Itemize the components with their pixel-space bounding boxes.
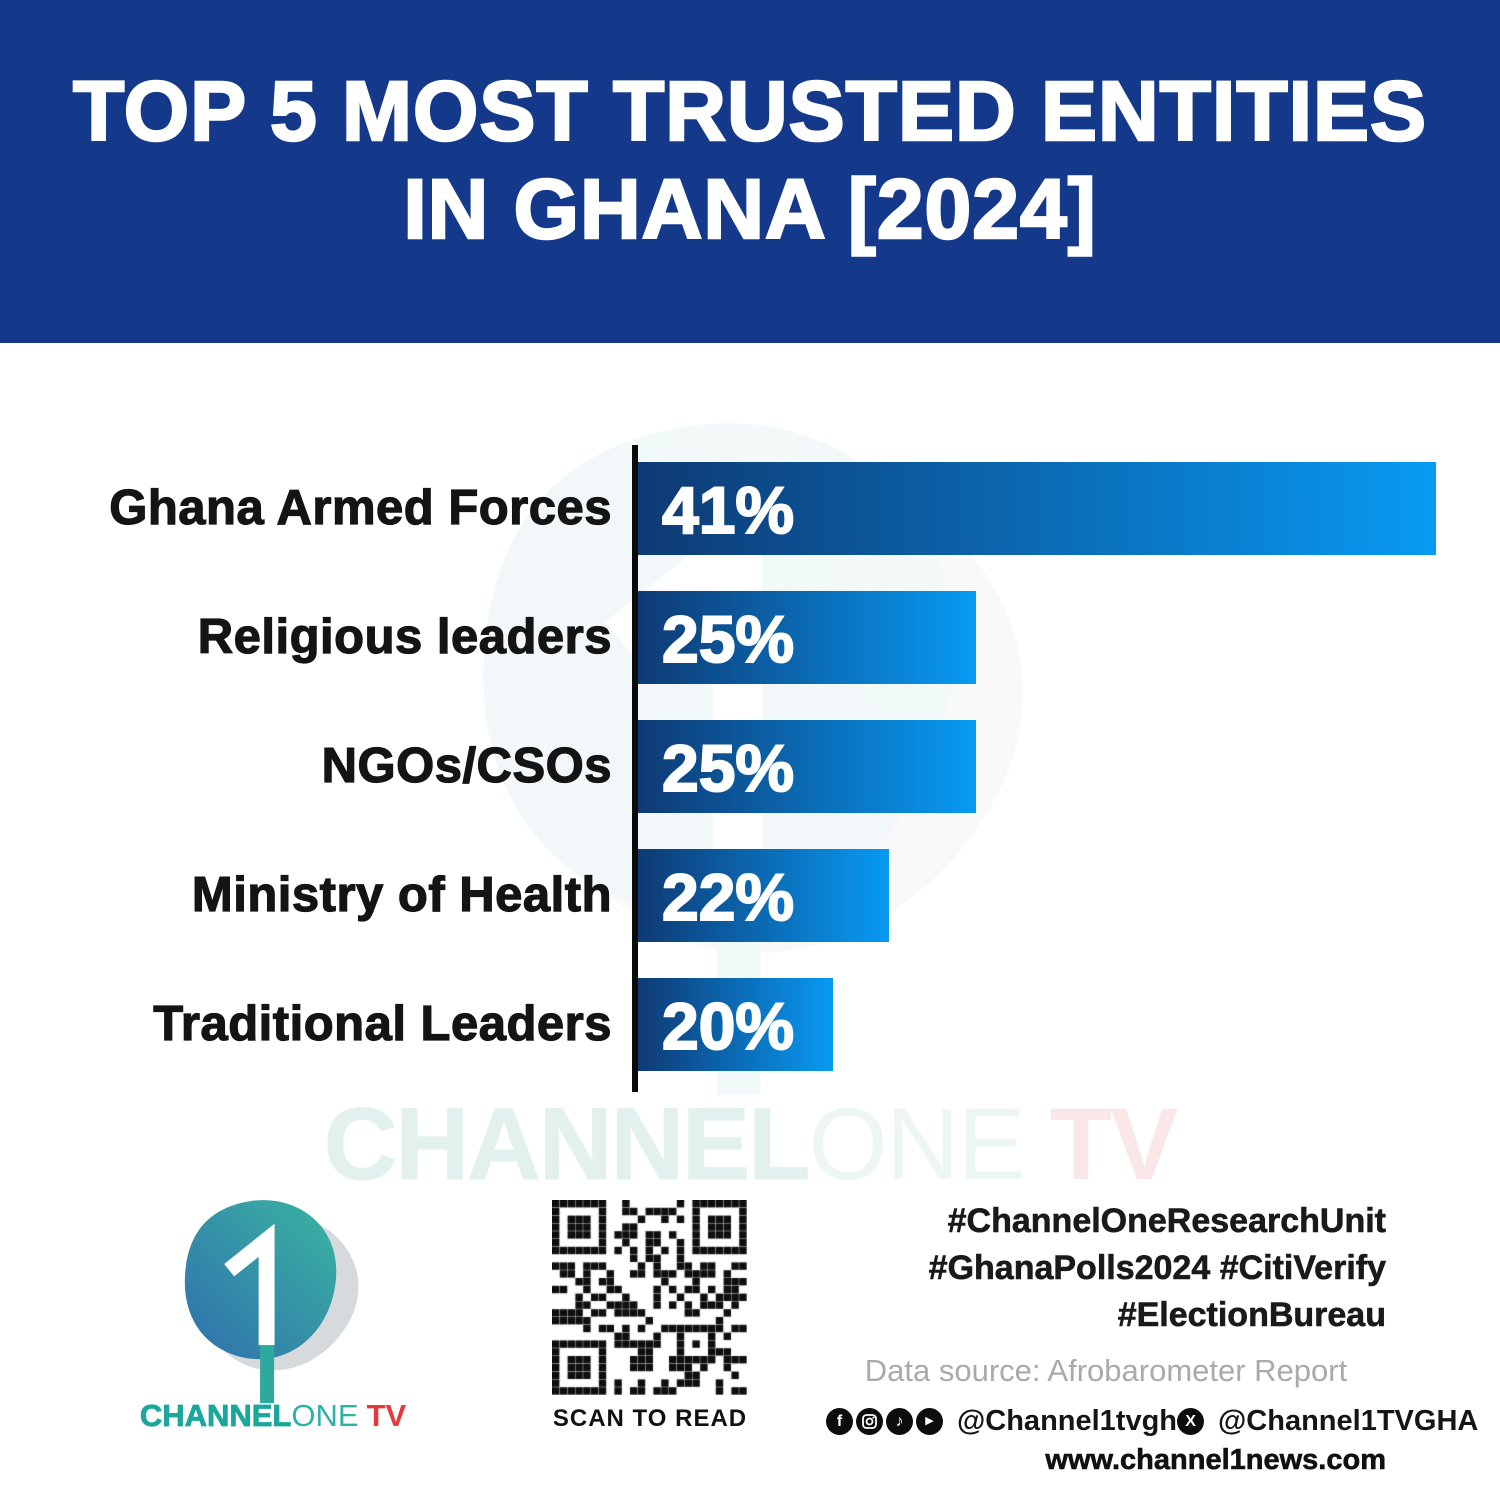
instagram-icon [856, 1408, 883, 1435]
logo-numeral-stem [260, 1345, 275, 1404]
bar-value-label: 41% [661, 472, 795, 548]
category-label: NGOs/CSOs [321, 738, 612, 793]
bar-ghana-armed-forces: 41% [638, 462, 1436, 555]
bar-ngos-csos: 25% [638, 720, 976, 813]
title-line-2: IN GHANA [2024] [402, 161, 1097, 258]
chart-row: Traditional Leaders 20% [0, 978, 1500, 1071]
chart-row: Ministry of Health 22% [0, 849, 1500, 942]
watermark-tv: TV [1023, 1087, 1178, 1201]
qr-code [552, 1200, 747, 1395]
category-label: Ghana Armed Forces [109, 480, 612, 535]
footer-right-block: #ChannelOneResearchUnit #GhanaPolls2024 … [826, 1198, 1478, 1477]
header-banner: TOP 5 MOST TRUSTED ENTITIES IN GHANA [20… [0, 0, 1500, 343]
bar-value-label: 25% [661, 730, 795, 806]
bar-value-label: 25% [661, 601, 795, 677]
bar-value-label: 20% [661, 988, 795, 1064]
website-url: www.channel1news.com [1045, 1444, 1386, 1477]
chart-axis-line [632, 445, 638, 1092]
data-source-note: Data source: Afrobarometer Report [864, 1353, 1348, 1388]
chart-row: Religious leaders 25% [0, 591, 1500, 684]
social-left-group: f ♪ ▶ @Channel1tvgh [826, 1405, 1177, 1438]
channel-one-tv-logo [184, 1200, 359, 1404]
qr-caption: SCAN TO READ [552, 1405, 748, 1432]
chart-row: NGOs/CSOs 25% [0, 720, 1500, 813]
category-label: Traditional Leaders [153, 996, 613, 1051]
category-label: Ministry of Health [191, 867, 612, 922]
category-label: Religious leaders [197, 609, 612, 664]
tiktok-icon: ♪ [886, 1408, 913, 1435]
hashtag-line-2: #GhanaPolls2024 #CitiVerify [928, 1249, 1386, 1288]
facebook-icon: f [826, 1408, 853, 1435]
hashtag-line-3: #ElectionBureau [1117, 1296, 1386, 1335]
bar-value-label: 22% [661, 859, 795, 935]
logo-wordmark: CHANNELONE TV [128, 1398, 418, 1434]
x-icon: X [1177, 1408, 1205, 1435]
social-handle-x: @Channel1TVGHA [1218, 1405, 1479, 1437]
social-row: f ♪ ▶ @Channel1tvgh X @Channel1TVGHA [826, 1405, 1478, 1438]
hashtag-line-1: #ChannelOneResearchUnit [947, 1202, 1386, 1241]
page-title: TOP 5 MOST TRUSTED ENTITIES IN GHANA [20… [0, 62, 1500, 258]
social-handle-main: @Channel1tvgh [957, 1405, 1178, 1437]
logo-numeral-one [224, 1223, 275, 1346]
watermark-channel: CHANNEL [323, 1087, 811, 1201]
hashtags: #ChannelOneResearchUnit #GhanaPolls2024 … [826, 1198, 1386, 1339]
social-right-group: X @Channel1TVGHA [1177, 1405, 1478, 1438]
youtube-icon: ▶ [916, 1408, 943, 1435]
social-icons: f ♪ ▶ [826, 1408, 943, 1435]
watermark-one: ONE [808, 1087, 1025, 1201]
bar-religious-leaders: 25% [638, 591, 976, 684]
wordmark-one: ONE [291, 1398, 359, 1433]
title-line-1: TOP 5 MOST TRUSTED ENTITIES [72, 63, 1428, 160]
wordmark-tv: TV [366, 1398, 407, 1433]
bar-traditional-leaders: 20% [638, 978, 833, 1071]
chart-row: Ghana Armed Forces 41% [0, 462, 1500, 555]
wordmark-channel: CHANNEL [139, 1398, 292, 1434]
channelonetv-text-watermark: CHANNELONE TV [0, 1093, 1500, 1196]
bar-ministry-of-health: 22% [638, 849, 889, 942]
